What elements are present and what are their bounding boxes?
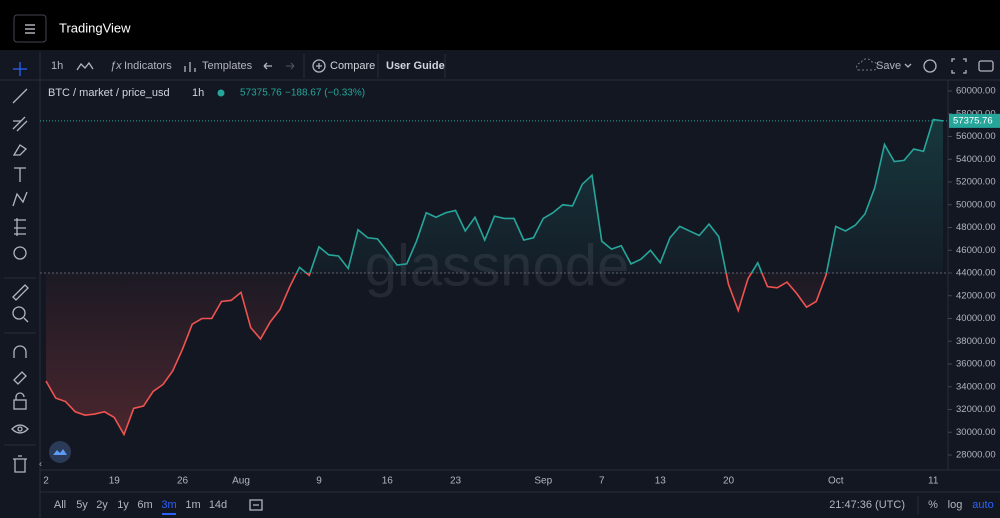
settings-button[interactable]: [923, 59, 937, 73]
range-button[interactable]: 5y: [76, 499, 88, 511]
range-button[interactable]: 1y: [117, 499, 129, 511]
x-tick-label: 20: [723, 476, 735, 487]
y-tick-label: 50000.00: [956, 199, 996, 210]
x-tick-label: Aug: [232, 476, 250, 487]
y-tick-label: 30000.00: [956, 427, 996, 438]
range-button[interactable]: 3m: [161, 499, 176, 511]
price-line: [45, 118, 944, 437]
chart-type-icon[interactable]: [76, 61, 94, 71]
app-title: TradingView: [59, 20, 131, 35]
legend-change: −188.67 (−0.33%): [285, 88, 365, 99]
y-tick-label: 42000.00: [956, 290, 996, 301]
y-tick-label: 46000.00: [956, 245, 996, 256]
cloud-icon: [856, 58, 878, 71]
y-tick-label: 60000.00: [956, 86, 996, 97]
range-button[interactable]: 14d: [209, 499, 227, 511]
log-button[interactable]: log: [948, 499, 963, 511]
drawing-tools: [11, 62, 29, 473]
undo-button[interactable]: [263, 62, 272, 70]
indicators-button[interactable]: Indicators: [124, 60, 172, 72]
x-tick-label: 9: [316, 476, 322, 487]
x-tick-label: Oct: [828, 476, 844, 487]
legend-status: [217, 89, 225, 97]
logo[interactable]: [49, 441, 71, 463]
y-tick-label: 52000.00: [956, 177, 996, 188]
menu-button[interactable]: [13, 14, 47, 43]
y-tick-label: 36000.00: [956, 359, 996, 370]
x-tick-label: 7: [599, 476, 605, 487]
last-price-label: 57375.76: [953, 115, 993, 126]
redo-button[interactable]: [286, 62, 295, 70]
fx-icon: ƒx: [110, 60, 122, 72]
compare-icon: [312, 59, 326, 73]
clock: 21:47:36 (UTC): [829, 499, 905, 511]
y-tick-label: 38000.00: [956, 336, 996, 347]
fullscreen-button[interactable]: [951, 58, 967, 74]
date-range-button[interactable]: [249, 499, 263, 511]
y-tick-label: 32000.00: [956, 404, 996, 415]
percent-button[interactable]: %: [928, 499, 938, 511]
x-tick-label: 11: [928, 476, 939, 487]
compare-button[interactable]: Compare: [330, 60, 375, 72]
user-guide-button[interactable]: User Guide: [386, 60, 445, 72]
x-tick-label: 26: [177, 476, 189, 487]
compare-plus: [316, 63, 322, 69]
y-tick-label: 34000.00: [956, 381, 996, 392]
x-tick-label: 2: [43, 476, 49, 487]
menu-icon: [25, 24, 35, 34]
interval-button[interactable]: 1h: [51, 60, 63, 72]
y-tick-label: 58000.00: [956, 108, 996, 119]
y-tick-label: 56000.00: [956, 131, 996, 142]
templates-icon: [184, 62, 196, 72]
legend-price: 57375.76: [240, 88, 282, 99]
y-tick-label: 48000.00: [956, 222, 996, 233]
range-button[interactable]: 2y: [96, 499, 108, 511]
auto-button[interactable]: auto: [972, 499, 993, 511]
legend-symbol: BTC / market / price_usd: [48, 87, 170, 99]
save-button[interactable]: Save: [876, 60, 901, 72]
y-tick-label: 40000.00: [956, 313, 996, 324]
logo-mark: [53, 449, 67, 455]
templates-button[interactable]: Templates: [202, 60, 253, 72]
y-tick-label: 28000.00: [956, 450, 996, 461]
header-bar: [0, 0, 1000, 50]
x-tick-label: 16: [382, 476, 394, 487]
last-price-tag: [949, 113, 1000, 128]
range-button[interactable]: All: [54, 499, 66, 511]
save-dropdown[interactable]: [904, 63, 912, 68]
collapse-arrow[interactable]: ‹: [39, 458, 42, 468]
legend-interval: 1h: [192, 87, 204, 99]
x-tick-label: 19: [109, 476, 121, 487]
screenshot-button[interactable]: [978, 60, 994, 72]
x-tick-label: Sep: [534, 476, 552, 487]
y-tick-label: 54000.00: [956, 154, 996, 165]
x-tick-label: 23: [450, 476, 462, 487]
y-tick-label: 44000.00: [956, 268, 996, 279]
range-button[interactable]: 1m: [185, 499, 200, 511]
x-tick-label: 13: [655, 476, 667, 487]
range-button[interactable]: 6m: [137, 499, 152, 511]
